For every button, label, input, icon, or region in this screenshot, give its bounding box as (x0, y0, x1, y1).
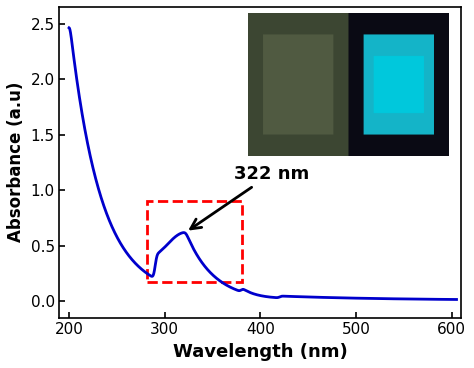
X-axis label: Wavelength (nm): Wavelength (nm) (173, 343, 348, 361)
Text: 322 nm: 322 nm (191, 165, 309, 229)
Y-axis label: Absorbance (a.u): Absorbance (a.u) (7, 82, 25, 243)
Bar (146, 201, 242, 282)
